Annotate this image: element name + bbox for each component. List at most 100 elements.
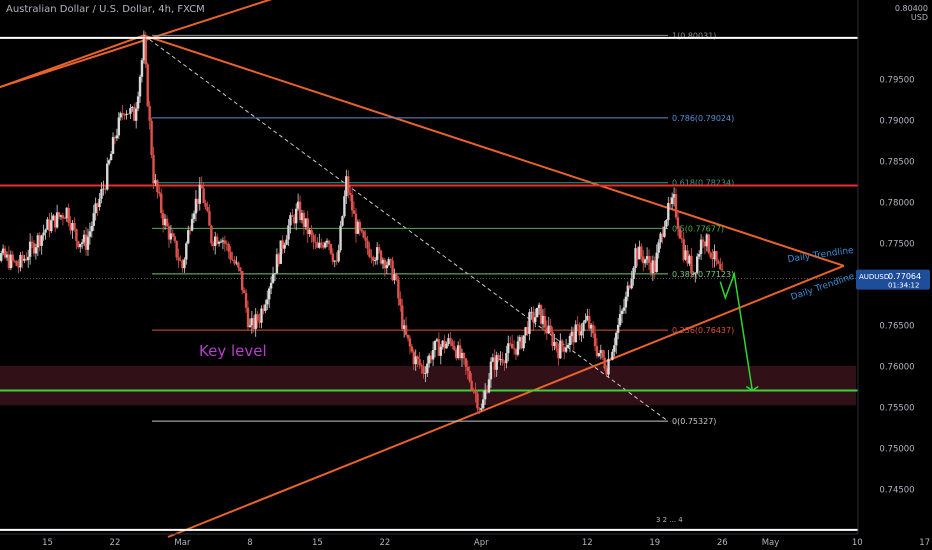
candle-body[interactable]: [65, 207, 68, 219]
candle-body[interactable]: [491, 357, 495, 362]
candle-body[interactable]: [11, 254, 14, 261]
candle-body[interactable]: [603, 357, 606, 369]
candle-body[interactable]: [528, 312, 531, 334]
candle-body[interactable]: [408, 338, 412, 347]
candle-body[interactable]: [669, 202, 672, 204]
candle-body[interactable]: [688, 255, 691, 264]
candle-body[interactable]: [252, 318, 255, 329]
candle-body[interactable]: [601, 350, 604, 358]
candle-body[interactable]: [341, 216, 344, 226]
candle-body[interactable]: [1, 248, 5, 254]
candle-body[interactable]: [15, 260, 18, 266]
candle-body[interactable]: [32, 243, 36, 254]
candle-body[interactable]: [387, 259, 390, 266]
candle-body[interactable]: [618, 314, 622, 325]
candle-body[interactable]: [177, 257, 180, 261]
candle-body[interactable]: [478, 408, 481, 410]
candle-body[interactable]: [514, 348, 518, 355]
candle-body[interactable]: [129, 108, 132, 114]
candle-body[interactable]: [634, 248, 637, 268]
candle-body[interactable]: [699, 239, 703, 255]
rising-channel-line[interactable]: [0, 0, 273, 89]
candle-body[interactable]: [258, 320, 261, 323]
candle-body[interactable]: [717, 261, 720, 264]
candle-body[interactable]: [109, 153, 113, 161]
candle-body[interactable]: [613, 345, 616, 352]
candle-body[interactable]: [615, 332, 618, 346]
candle-body[interactable]: [703, 241, 707, 247]
candle-body[interactable]: [71, 223, 74, 231]
candle-body[interactable]: [437, 339, 441, 356]
candle-body[interactable]: [690, 255, 693, 274]
candle-body[interactable]: [503, 362, 506, 364]
candle-body[interactable]: [90, 225, 94, 232]
candle-body[interactable]: [237, 262, 240, 268]
candle-body[interactable]: [595, 346, 599, 357]
candle-body[interactable]: [131, 106, 134, 109]
candle-body[interactable]: [227, 243, 230, 252]
candle-body[interactable]: [707, 234, 710, 253]
candle-body[interactable]: [643, 259, 647, 264]
candle-body[interactable]: [285, 239, 288, 245]
candle-body[interactable]: [271, 274, 275, 283]
candle-body[interactable]: [435, 339, 439, 341]
candle-body[interactable]: [262, 308, 265, 311]
candle-body[interactable]: [281, 240, 284, 249]
candle-body[interactable]: [244, 292, 248, 308]
candle-body[interactable]: [599, 350, 603, 354]
candle-body[interactable]: [678, 228, 682, 239]
candle-body[interactable]: [362, 231, 365, 238]
candle-body[interactable]: [418, 359, 421, 365]
candle-body[interactable]: [169, 233, 173, 240]
candle-body[interactable]: [370, 256, 373, 258]
candle-body[interactable]: [86, 236, 90, 250]
candle-body[interactable]: [505, 353, 508, 364]
candle-body[interactable]: [458, 345, 462, 359]
candle-body[interactable]: [570, 331, 574, 337]
candle-body[interactable]: [653, 260, 656, 273]
candle-body[interactable]: [462, 352, 466, 359]
candle-body[interactable]: [586, 315, 589, 320]
candle-body[interactable]: [63, 218, 67, 220]
candle-body[interactable]: [77, 241, 80, 248]
candle-body[interactable]: [383, 259, 387, 269]
candle-body[interactable]: [557, 348, 560, 359]
candle-body[interactable]: [485, 390, 489, 393]
candle-body[interactable]: [374, 260, 377, 261]
candle-body[interactable]: [364, 237, 367, 241]
candle-body[interactable]: [561, 340, 564, 347]
candle-body[interactable]: [173, 236, 176, 241]
candle-body[interactable]: [501, 359, 504, 363]
candle-body[interactable]: [424, 373, 427, 374]
candle-body[interactable]: [670, 197, 674, 204]
candle-body[interactable]: [472, 389, 475, 391]
candle-body[interactable]: [593, 333, 597, 347]
candle-body[interactable]: [235, 262, 238, 264]
candle-body[interactable]: [246, 307, 250, 328]
candle-body[interactable]: [509, 343, 512, 345]
candle-body[interactable]: [273, 273, 277, 275]
descending-trendline[interactable]: [143, 34, 845, 267]
candle-body[interactable]: [428, 355, 431, 364]
candle-body[interactable]: [352, 210, 356, 214]
candle-body[interactable]: [67, 207, 70, 223]
candle-body[interactable]: [185, 243, 188, 260]
candle-body[interactable]: [55, 212, 59, 228]
candle-body[interactable]: [5, 254, 9, 258]
candle-body[interactable]: [451, 341, 454, 347]
candle-body[interactable]: [225, 243, 228, 245]
candle-body[interactable]: [187, 230, 190, 244]
candle-body[interactable]: [327, 240, 331, 245]
ascending-trendline[interactable]: [167, 264, 845, 538]
candle-body[interactable]: [680, 238, 683, 240]
candle-body[interactable]: [661, 233, 664, 237]
candle-body[interactable]: [674, 194, 678, 218]
candle-body[interactable]: [304, 218, 308, 227]
candle-body[interactable]: [233, 260, 236, 264]
candle-body[interactable]: [568, 336, 572, 345]
candle-body[interactable]: [682, 239, 685, 260]
candle-body[interactable]: [559, 340, 562, 359]
candle-body[interactable]: [293, 216, 296, 224]
candle-body[interactable]: [42, 232, 45, 236]
